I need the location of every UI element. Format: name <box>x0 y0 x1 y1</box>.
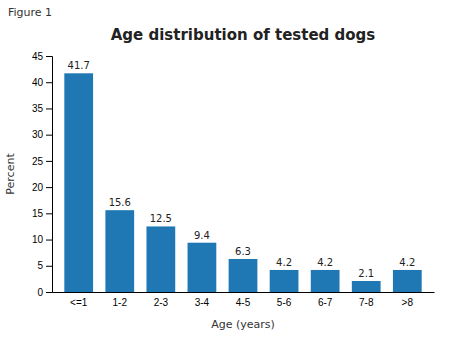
x-axis: <=1 1-2 2-3 3-4 4-5 5-6 6-7 7-8 >8 <box>53 293 435 309</box>
y-tick-mark <box>46 292 52 293</box>
data-label: 41.7 <box>68 60 90 71</box>
x-tick-label: >8 <box>402 297 414 308</box>
bars <box>64 73 421 292</box>
bar <box>229 259 258 292</box>
y-tick-mark <box>46 56 52 57</box>
y-tick-label: 10 <box>32 234 44 245</box>
x-tick-label: 4-5 <box>236 297 251 308</box>
y-tick: 30 <box>32 129 52 140</box>
x-tick-label: 6-7 <box>318 297 333 308</box>
y-tick-mark <box>46 266 52 267</box>
y-tick: 35 <box>32 103 52 114</box>
x-tick: 1-2 <box>113 297 128 308</box>
x-tick: 4-5 <box>236 297 251 308</box>
x-tick-label: 3-4 <box>195 297 210 308</box>
y-axis-line <box>46 57 53 293</box>
x-axis-line <box>53 292 435 293</box>
bar <box>393 270 422 292</box>
y-tick-label: 25 <box>32 156 44 167</box>
y-axis-title: Percent <box>4 153 17 195</box>
y-tick-label: 15 <box>32 208 44 219</box>
y-tick-mark <box>46 135 52 136</box>
y-tick: 0 <box>37 287 52 298</box>
y-tick: 25 <box>32 156 52 167</box>
data-label: 15.6 <box>109 197 131 208</box>
data-labels: 41.7 15.6 12.5 9.4 6.3 4.2 4.2 2.1 4.2 <box>68 60 416 279</box>
x-tick-label: 5-6 <box>277 297 292 308</box>
bar <box>270 270 299 292</box>
y-tick-label: 35 <box>32 103 44 114</box>
bar <box>64 73 93 292</box>
y-tick: 40 <box>32 77 52 88</box>
y-tick: 10 <box>32 234 52 245</box>
x-tick-label: 2-3 <box>154 297 169 308</box>
y-tick: 15 <box>32 208 52 219</box>
y-tick-label: 45 <box>32 51 44 62</box>
y-tick-mark <box>46 161 52 162</box>
y-tick-mark <box>46 213 52 214</box>
x-tick-label: 7-8 <box>359 297 374 308</box>
x-tick: 3-4 <box>195 297 210 308</box>
x-tick: 5-6 <box>277 297 292 308</box>
y-tick-label: 40 <box>32 77 44 88</box>
bar <box>105 210 134 292</box>
y-tick-label: 0 <box>37 287 43 298</box>
chart: Figure 1 Age distribution of tested dogs 4… <box>0 0 450 338</box>
data-label: 6.3 <box>235 246 251 257</box>
bar <box>311 270 340 292</box>
y-tick-mark <box>46 187 52 188</box>
y-tick: 5 <box>37 260 52 271</box>
x-tick: >8 <box>402 297 414 308</box>
y-tick: 20 <box>32 182 52 193</box>
x-tick: 2-3 <box>154 297 169 308</box>
y-tick-label: 20 <box>32 182 44 193</box>
data-label: 4.2 <box>317 257 333 268</box>
title: Age distribution of tested dogs <box>111 26 376 44</box>
y-tick-mark <box>46 108 52 109</box>
figure-label: Figure 1 <box>8 6 52 19</box>
x-tick: 7-8 <box>359 297 374 308</box>
data-label: 4.2 <box>399 257 415 268</box>
data-label: 2.1 <box>358 268 374 279</box>
y-axis: 0 5 10 15 20 25 30 35 40 45 <box>32 51 53 298</box>
y-tick-mark <box>46 240 52 241</box>
data-label: 4.2 <box>276 257 292 268</box>
bar <box>188 243 217 292</box>
data-label: 12.5 <box>150 213 172 224</box>
bar <box>146 226 175 292</box>
bar <box>352 281 381 292</box>
plot: 41.7 15.6 12.5 9.4 6.3 4.2 4.2 2.1 4.2 0 5 10 15 20 25… <box>32 51 435 308</box>
data-label: 9.4 <box>194 230 210 241</box>
x-tick: 6-7 <box>318 297 333 308</box>
x-tick-label: 1-2 <box>113 297 128 308</box>
y-tick-label: 5 <box>37 260 43 271</box>
x-axis-title: Age (years) <box>211 318 275 331</box>
y-tick: 45 <box>32 51 52 62</box>
y-tick-label: 30 <box>32 129 44 140</box>
x-tick: <=1 <box>70 297 88 308</box>
x-tick-label: <=1 <box>70 297 88 308</box>
y-tick-mark <box>46 82 52 83</box>
